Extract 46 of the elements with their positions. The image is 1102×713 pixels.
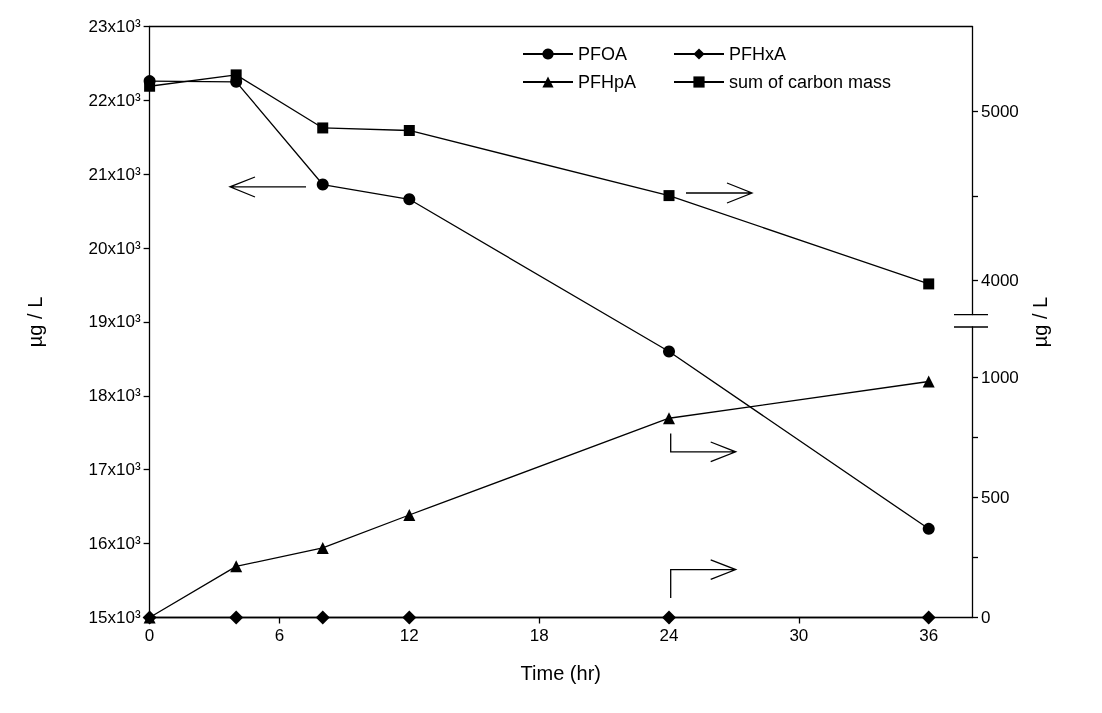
x-tick-label: 18	[529, 625, 549, 645]
point	[663, 190, 675, 202]
point	[403, 508, 416, 521]
point	[317, 122, 329, 134]
point	[663, 345, 676, 358]
legend-label: PFHpA	[578, 72, 637, 92]
y-tick-label: 15x10³	[88, 608, 141, 627]
y2-tick-label: 500	[981, 487, 1010, 507]
y-tick-label: 22x10³	[88, 90, 141, 110]
point	[922, 522, 935, 535]
point	[316, 178, 329, 191]
y2-tick-label: 1000	[981, 367, 1019, 387]
y-tick-label: 20x10³	[88, 238, 141, 258]
x-tick-label: 30	[789, 625, 809, 645]
point	[229, 610, 244, 625]
y-tick-label: 23x10³	[88, 16, 141, 36]
y-tick-label: 18x10³	[88, 386, 141, 406]
y3-tick-label: 5000	[981, 101, 1019, 121]
y2-axis-title: µg / L	[1029, 296, 1051, 348]
legend-label: PFHxA	[729, 44, 787, 64]
y2-tick-label: 0	[981, 608, 991, 627]
point	[662, 610, 677, 625]
y-tick-label: 19x10³	[88, 312, 141, 332]
point	[923, 278, 935, 290]
y-tick-label: 16x10³	[88, 534, 141, 554]
y-tick-label: 17x10³	[88, 460, 141, 480]
y-axis-title: µg / L	[23, 296, 46, 348]
y3-tick-label: 4000	[981, 271, 1019, 291]
legend-label: sum of carbon mass	[729, 72, 892, 92]
point	[403, 193, 416, 206]
y-tick-label: 21x10³	[88, 164, 141, 184]
point	[316, 541, 329, 554]
point	[315, 610, 330, 625]
point	[922, 375, 935, 388]
point	[403, 124, 415, 136]
legend-label: PFOA	[578, 44, 628, 64]
point	[921, 610, 936, 625]
x-axis-title: Time (hr)	[520, 661, 601, 684]
point	[663, 412, 676, 425]
x-tick-label: 24	[659, 625, 679, 645]
point	[402, 610, 417, 625]
x-tick-label: 12	[399, 625, 419, 645]
x-tick-label: 6	[274, 625, 285, 645]
x-tick-label: 0	[144, 625, 155, 645]
x-tick-label: 36	[919, 625, 939, 645]
point	[230, 560, 243, 573]
